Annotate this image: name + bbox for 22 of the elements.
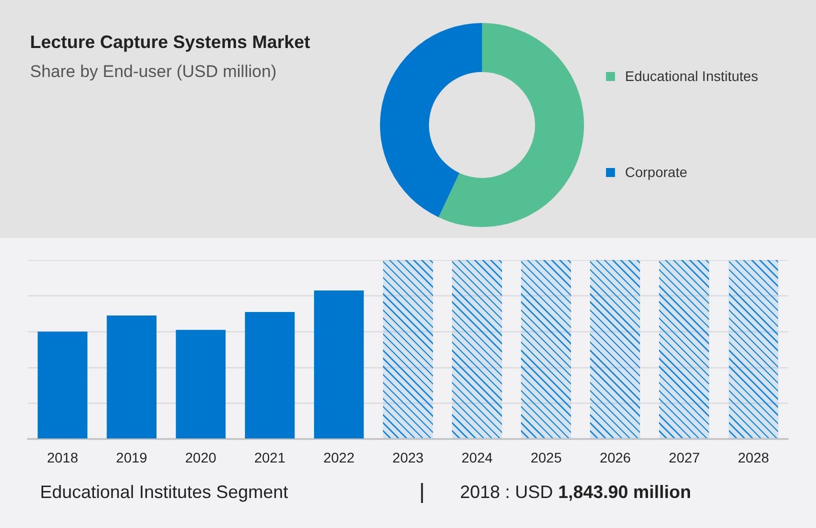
x-tick-label: 2028 (738, 449, 770, 466)
bar (176, 330, 226, 438)
legend-label: Educational Institutes (625, 68, 758, 84)
x-tick-label: 2021 (254, 449, 286, 466)
text: Share by End-user (USD million) (30, 62, 277, 82)
bar (314, 290, 364, 438)
x-tick-label: 2019 (116, 449, 148, 466)
x-tick-label: 2027 (668, 449, 700, 466)
x-tick-label: 2022 (323, 449, 355, 466)
x-tick-label: 2020 (185, 449, 217, 466)
bar (106, 316, 157, 438)
text: 2018 : USD 1,843.90 million (460, 482, 692, 503)
legend-label: Corporate (625, 164, 688, 180)
x-tick-label: 2023 (392, 449, 424, 466)
bar (244, 312, 295, 438)
text: Lecture Capture Systems Market (30, 32, 310, 53)
bar (38, 332, 88, 438)
x-tick-label: 2018 (46, 449, 78, 466)
x-tick-label: 2024 (462, 449, 493, 466)
x-tick-label: 2025 (530, 449, 562, 466)
text: Educational Institutes Segment (40, 482, 288, 503)
x-tick-label: 2026 (600, 449, 632, 466)
